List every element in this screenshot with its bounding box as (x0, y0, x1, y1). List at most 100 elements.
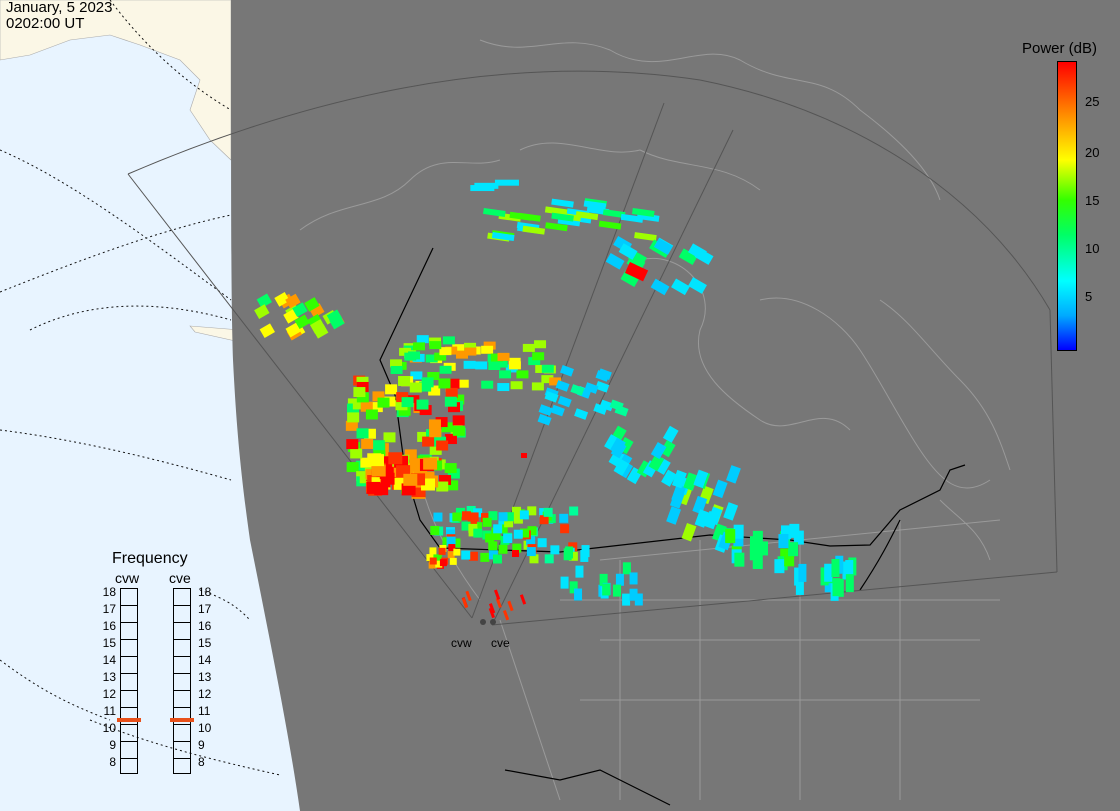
echo-cell (544, 390, 559, 403)
echo-cell (346, 462, 359, 473)
echo-cell (401, 397, 414, 408)
echo-cell (522, 225, 546, 235)
echo-cell (693, 469, 709, 489)
echo-cell (498, 544, 508, 554)
echo-cell (704, 510, 719, 530)
echo-cell (481, 380, 494, 389)
echo-cell (429, 444, 442, 455)
echo-cell (671, 469, 687, 489)
echo-cell (472, 522, 482, 532)
frequency-gridline (174, 605, 190, 606)
echo-cell (483, 341, 496, 350)
echo-cell (521, 453, 527, 458)
echo-cell (439, 559, 447, 567)
echo-cell (622, 593, 631, 606)
echo-cell (583, 200, 607, 210)
echo-cell (441, 422, 454, 433)
echo-cell (734, 552, 745, 567)
echo-cell (372, 391, 385, 402)
frequency-tick-label: 12 (198, 687, 212, 701)
echo-cell (692, 495, 708, 515)
echo-cell (653, 238, 673, 255)
frequency-gridline (174, 707, 190, 708)
echo-cell (388, 452, 403, 465)
colorbar-tick: 15 (1085, 193, 1100, 208)
echo-cell (461, 511, 471, 521)
echo-cell (512, 543, 522, 553)
echo-cell (465, 590, 472, 602)
echo-cell (650, 442, 667, 460)
echo-cell (723, 502, 739, 521)
echo-cell (497, 352, 510, 361)
echo-cell (383, 432, 396, 443)
echo-cell (503, 534, 513, 544)
echo-cell (446, 536, 456, 546)
echo-cell (439, 475, 452, 486)
echo-cell (488, 541, 498, 551)
alaska-landmass (0, 0, 232, 161)
echo-cell (584, 382, 599, 394)
echo-cell (568, 551, 578, 561)
frequency-gridline (174, 690, 190, 691)
echo-cell (569, 581, 578, 594)
frequency-column-cve (173, 588, 191, 774)
echo-cell (498, 512, 508, 522)
echo-cell (467, 517, 477, 527)
echo-cell (574, 408, 589, 420)
frequency-tick-label: 9 (109, 738, 116, 752)
echo-cell (666, 506, 682, 525)
echo-cell (648, 454, 665, 472)
echo-cell (522, 343, 535, 352)
echo-cell (385, 384, 398, 395)
echo-cell (832, 578, 841, 597)
echo-cell (488, 511, 498, 521)
echo-cell (599, 573, 608, 586)
echo-cell (448, 544, 456, 552)
echo-cell (526, 547, 536, 557)
echo-cell (555, 380, 570, 392)
echo-cell (433, 512, 443, 522)
frequency-tick-label: 13 (198, 670, 212, 684)
echo-cell (681, 523, 697, 542)
echo-cell (439, 365, 452, 374)
echo-cell (581, 545, 590, 558)
echo-cell (634, 232, 657, 242)
echo-cell (429, 557, 437, 565)
echo-cell (310, 319, 326, 334)
echo-cell (519, 510, 529, 520)
echo-cell (361, 438, 374, 449)
echo-cell (422, 436, 435, 447)
echo-cell (481, 345, 494, 354)
echo-cell (789, 523, 800, 538)
echo-cell (550, 545, 560, 555)
echo-cell (543, 507, 553, 517)
echo-cell (444, 463, 457, 474)
echo-cell (532, 352, 545, 361)
echo-cell (550, 404, 565, 417)
frequency-gridline (174, 639, 190, 640)
echo-cell (350, 448, 363, 459)
echo-cell (461, 521, 471, 531)
frequency-tick-label: 17 (102, 602, 116, 616)
echo-cell (488, 607, 495, 619)
frequency-tick-label: 17 (198, 602, 212, 616)
site-label-cvw: cvw (451, 636, 472, 650)
frequency-gridline (174, 656, 190, 657)
country-borders (379, 247, 966, 806)
colorbar-tick: 5 (1085, 289, 1093, 304)
echo-cell (401, 483, 416, 496)
echo-cell (712, 479, 728, 499)
echo-cell (541, 375, 554, 384)
echo-cell (726, 465, 741, 484)
echo-cell (494, 179, 519, 186)
echo-cell (615, 573, 624, 586)
echo-cell (469, 512, 479, 522)
echo-cell (294, 314, 310, 330)
echo-cell (285, 293, 301, 309)
echo-cell (463, 360, 476, 369)
frequency-title: Frequency (112, 550, 188, 567)
echo-cell (493, 524, 503, 534)
echo-cell (560, 524, 570, 534)
